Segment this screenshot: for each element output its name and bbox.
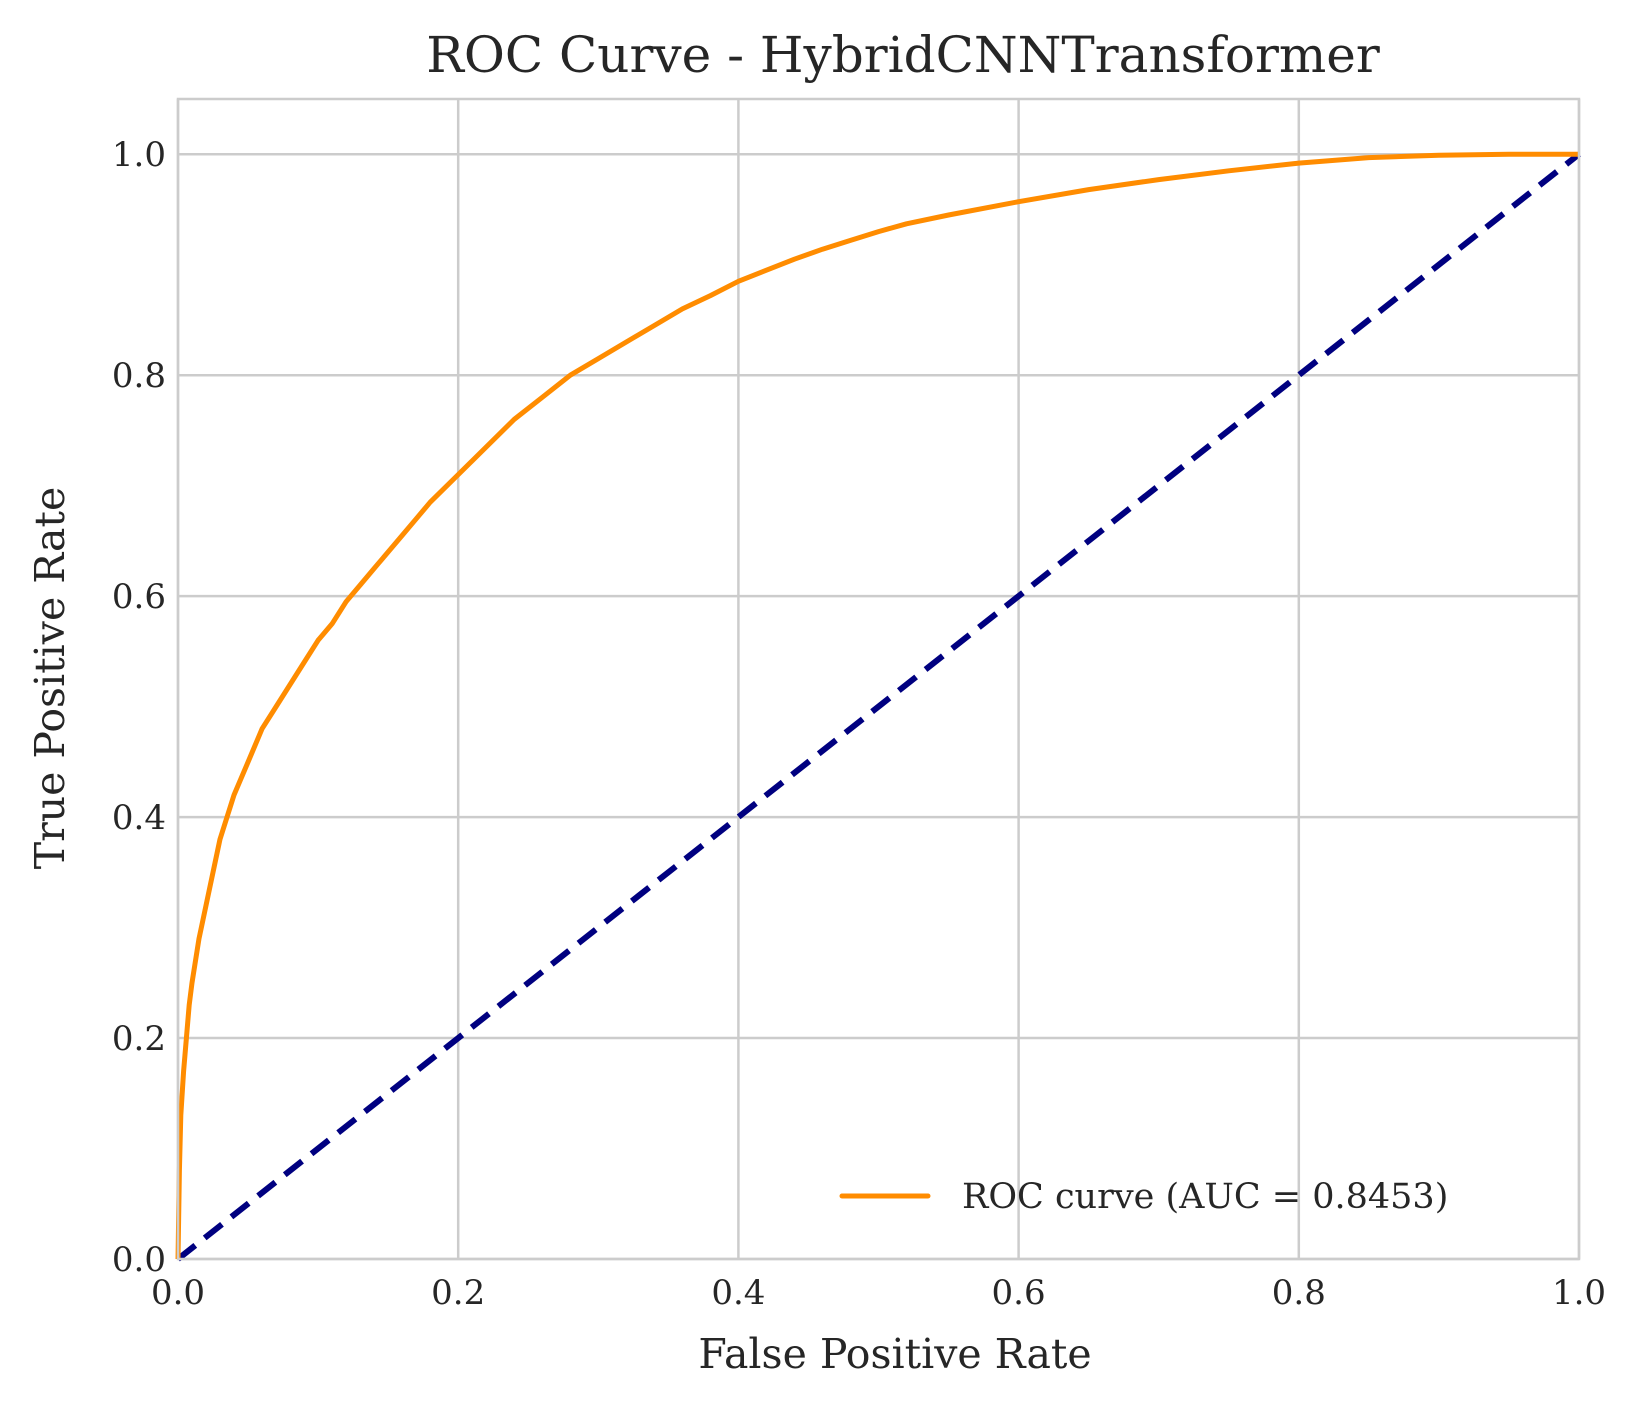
y-tick-label-1: 0.2 <box>112 1019 166 1059</box>
x-tick-label-4: 0.8 <box>1272 1273 1326 1313</box>
roc-curve-line <box>175 151 1579 1260</box>
y-tick-label-0: 0.0 <box>112 1240 166 1280</box>
y-tick-label-2: 0.4 <box>112 798 166 838</box>
x-tick-label-3: 0.6 <box>992 1273 1046 1313</box>
y-tick-label-5: 1.0 <box>112 135 166 175</box>
x-tick-label-5: 1.0 <box>1552 1273 1606 1313</box>
legend: ROC curve (AUC = 0.8453) <box>839 1177 1448 1217</box>
y-tick-label-3: 0.6 <box>112 577 166 617</box>
legend-label-roc: ROC curve (AUC = 0.8453) <box>962 1177 1448 1217</box>
x-tick-label-2: 0.4 <box>711 1273 765 1313</box>
y-axis-label: True Positive Rate <box>26 487 74 869</box>
y-tick-label-4: 0.8 <box>112 356 166 396</box>
chart-title: ROC Curve - HybridCNNTransformer <box>426 26 1380 84</box>
x-tick-label-0: 0.0 <box>151 1273 205 1313</box>
tick-layer: 0.0 0.2 0.4 0.6 0.8 1.0 0.0 0.2 0.4 0.6 0.8 1.0 <box>112 135 1606 1313</box>
grid-layer <box>176 99 1581 1261</box>
chance-diagonal-line <box>176 151 1581 1262</box>
plot-frame <box>176 97 1581 1261</box>
x-axis-label: False Positive Rate <box>698 1330 1091 1378</box>
series-layer <box>175 151 1581 1262</box>
x-tick-label-1: 0.2 <box>431 1273 485 1313</box>
